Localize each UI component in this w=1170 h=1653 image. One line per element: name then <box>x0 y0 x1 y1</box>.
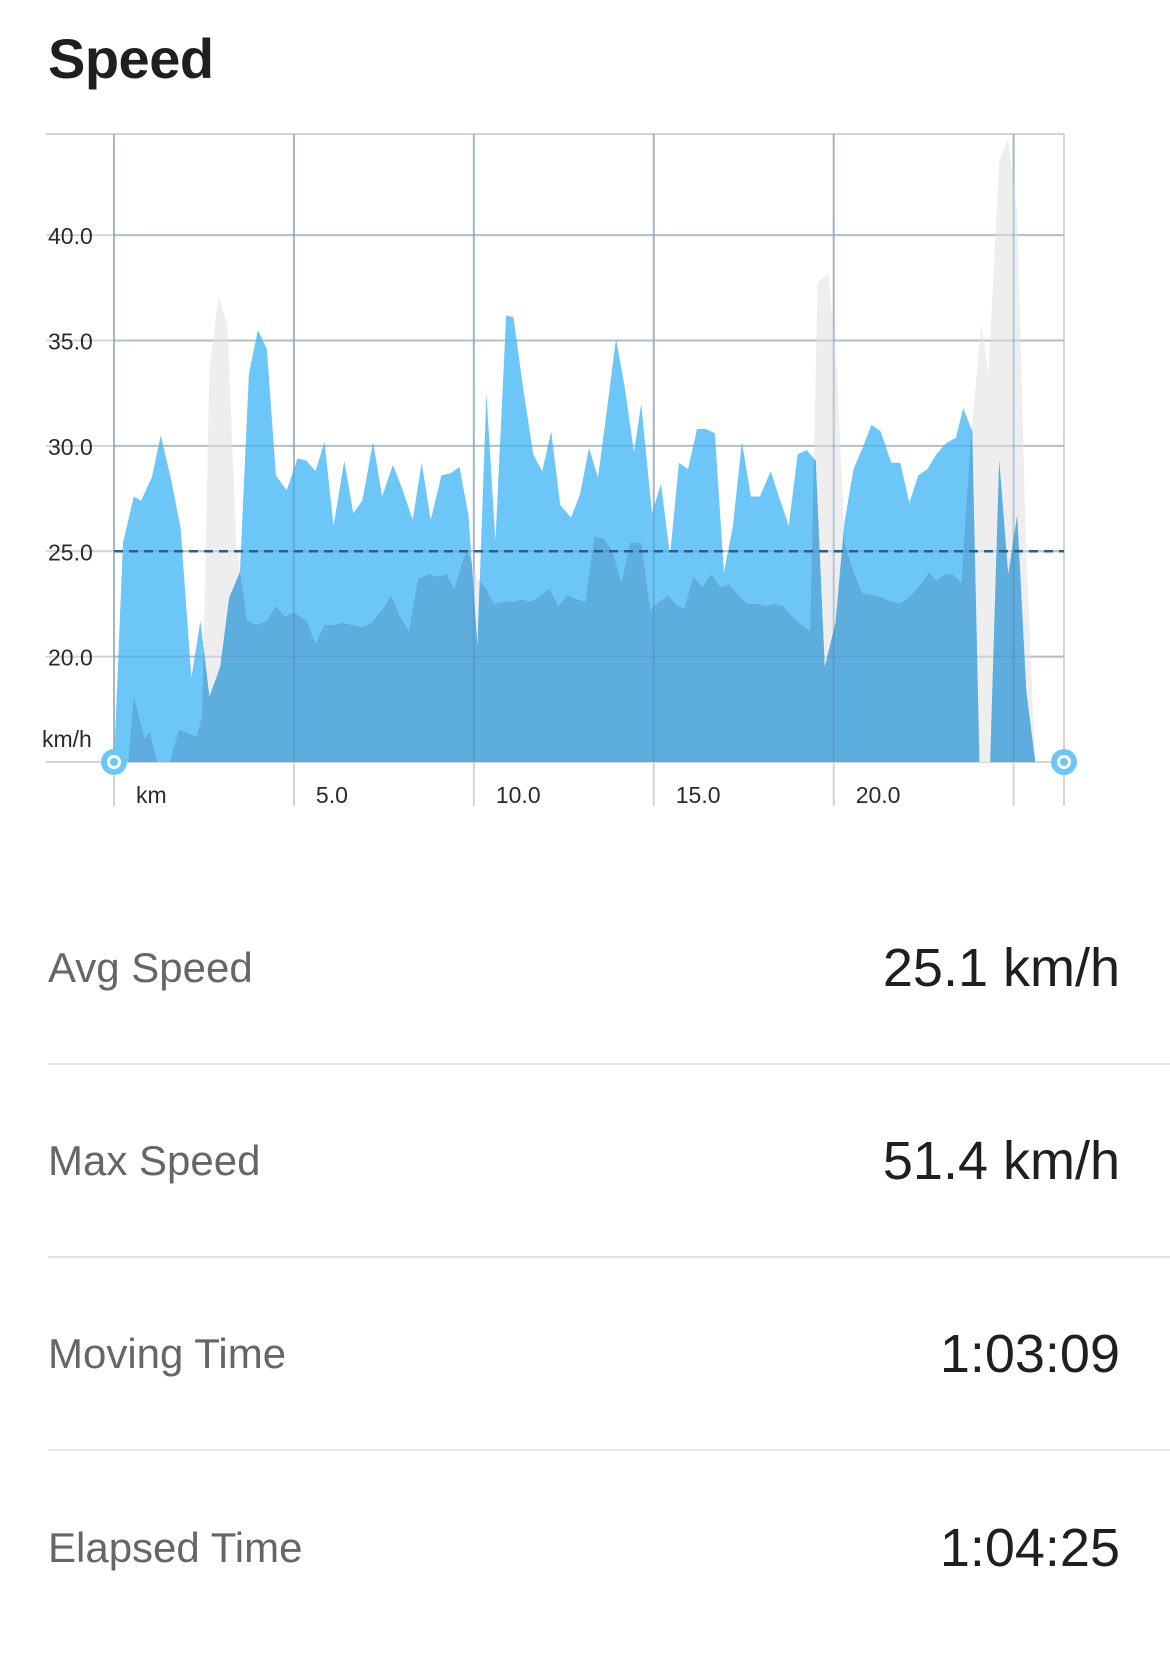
y-tick-label: 25.0 <box>48 539 93 565</box>
y-tick-label: 30.0 <box>48 434 93 460</box>
stat-row-max-speed: Max Speed 51.4 km/h <box>48 1065 1170 1258</box>
page-title: Speed <box>48 27 214 90</box>
stat-value: 1:03:09 <box>939 1323 1120 1384</box>
stat-value: 1:04:25 <box>939 1517 1120 1578</box>
stat-row-elapsed-time: Elapsed Time 1:04:25 <box>48 1451 1170 1644</box>
y-tick-label: 20.0 <box>48 645 93 671</box>
y-axis-unit-label: km/h <box>42 726 92 752</box>
x-tick-label: 5.0 <box>316 782 348 808</box>
handle-dot <box>110 758 118 766</box>
x-tick-label: 20.0 <box>856 782 901 808</box>
speed-chart[interactable]: 20.0 25.0 30.0 35.0 40.0 km/h km 5.0 10.0 15.0 20.… <box>0 120 1170 860</box>
stat-label: Elapsed Time <box>48 1523 303 1571</box>
y-tick-label: 35.0 <box>48 329 93 355</box>
stat-label: Moving Time <box>48 1329 287 1377</box>
y-tick-label: 40.0 <box>48 223 93 249</box>
stat-value: 51.4 km/h <box>882 1130 1120 1191</box>
handle-dot <box>1060 758 1068 766</box>
chart-markers[interactable] <box>101 749 1077 775</box>
stat-row-moving-time: Moving Time 1:03:09 <box>48 1258 1170 1451</box>
x-tick-label: 15.0 <box>676 782 721 808</box>
x-tick-label: 10.0 <box>496 782 541 808</box>
stat-value: 25.1 km/h <box>882 937 1120 998</box>
stat-label: Max Speed <box>48 1136 261 1184</box>
stat-label: Avg Speed <box>48 943 253 991</box>
range-end-handle[interactable] <box>1051 749 1077 775</box>
overlap-area <box>114 315 1036 762</box>
chart-overlay <box>113 134 1064 762</box>
x-tick-label: km <box>136 782 167 808</box>
range-start-handle[interactable] <box>101 749 127 775</box>
chart-labels: 20.0 25.0 30.0 35.0 40.0 km/h km 5.0 10.0 15.0 20.… <box>42 223 900 808</box>
stats-list: Avg Speed 25.1 km/h Max Speed 51.4 km/h … <box>48 872 1170 1644</box>
stat-row-avg-speed: Avg Speed 25.1 km/h <box>48 872 1170 1065</box>
